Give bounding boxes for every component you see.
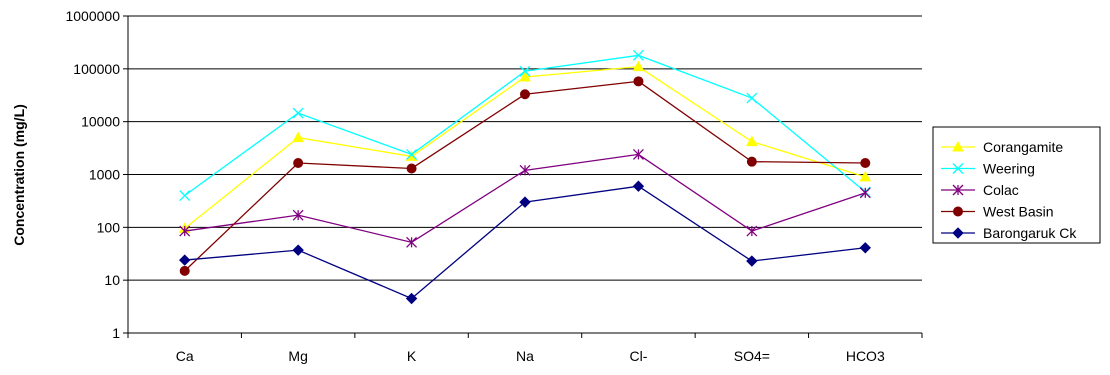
data-point-west-basin <box>406 163 417 174</box>
y-tick-label: 10 <box>104 272 120 288</box>
data-point-barongaruk-ck <box>405 292 418 305</box>
gridlines <box>128 15 922 281</box>
y-tick-label: 1000000 <box>65 8 120 24</box>
data-point-weering <box>632 49 644 61</box>
legend-item-west-basin: West Basin <box>941 204 1054 220</box>
data-point-corangamite <box>859 170 872 182</box>
legend-swatch-marker <box>952 140 964 152</box>
series-lines <box>178 49 872 305</box>
series-barongaruk-ck <box>179 180 871 305</box>
data-point-weering <box>519 65 531 77</box>
data-point-barongaruk-ck <box>519 196 531 208</box>
legend: Corangamite Weering Colac West Basin Baronga… <box>932 126 1101 244</box>
x-tick-label: K <box>407 348 417 364</box>
data-point-corangamite <box>519 70 531 82</box>
data-point-weering-stroke <box>406 148 418 160</box>
data-point-corangamite <box>632 60 645 72</box>
y-tick-label: 10000 <box>81 114 120 130</box>
data-point-weering-stroke <box>179 190 191 201</box>
x-tick-label: Ca <box>176 348 194 364</box>
data-point-weering <box>292 107 304 119</box>
y-axis-title: Concentration (mg/L) <box>11 104 27 246</box>
data-point-west-basin <box>633 76 644 87</box>
legend-label: Colac <box>983 182 1019 198</box>
legend-label: Corangamite <box>983 139 1063 155</box>
y-tick-label: 100 <box>97 219 121 235</box>
data-point-colac <box>292 209 304 221</box>
legend-swatch-marker <box>952 163 964 174</box>
data-point-colac <box>406 236 418 248</box>
series-west-basin <box>179 76 871 276</box>
series-line-west-basin <box>184 80 866 272</box>
axes: Concentration (mg/L) 1 10 100 1000 10000 1000… <box>11 8 923 364</box>
legend-item-corangamite: Corangamite <box>941 139 1063 155</box>
legend-label: Barongaruk Ck <box>983 225 1077 241</box>
data-point-weering <box>179 190 191 201</box>
data-point-barongaruk-ck <box>746 255 758 267</box>
data-point-colac <box>859 187 871 199</box>
y-tick-label: 1000 <box>89 167 120 183</box>
legend-label: Weering <box>983 161 1035 177</box>
data-point-west-basin <box>179 265 190 276</box>
series-corangamite <box>178 60 872 234</box>
data-point-west-basin <box>860 158 871 169</box>
x-tick-label: Mg <box>288 348 307 364</box>
data-point-weering <box>406 148 418 160</box>
data-point-colac <box>632 148 644 160</box>
data-point-west-basin <box>520 89 530 100</box>
data-point-corangamite <box>292 131 304 143</box>
data-point-weering-stroke <box>632 49 644 61</box>
data-point-corangamite <box>405 150 418 161</box>
data-point-barongaruk-ck <box>859 242 871 254</box>
data-point-colac <box>519 164 531 176</box>
legend-swatch-marker <box>952 184 964 196</box>
legend-item-weering: Weering <box>941 161 1035 177</box>
y-tick-label: 1 <box>112 325 120 341</box>
legend-swatch-marker <box>953 206 963 217</box>
legend-item-colac: Colac <box>941 182 1019 198</box>
x-tick-label: SO4= <box>734 348 770 364</box>
x-tick-label: Na <box>516 348 534 364</box>
data-point-colac <box>746 225 758 237</box>
data-point-colac <box>179 225 191 237</box>
data-point-barongaruk-ck <box>632 180 645 192</box>
series-weering <box>179 49 871 201</box>
data-point-weering-stroke <box>746 92 758 104</box>
legend-label: West Basin <box>983 204 1054 220</box>
data-point-barongaruk-ck <box>179 254 191 266</box>
data-point-weering <box>746 92 758 104</box>
data-point-weering-stroke <box>292 107 304 119</box>
data-point-west-basin <box>293 158 304 169</box>
y-tick-label: 100000 <box>73 61 120 77</box>
legend-swatch-marker-stroke <box>952 163 964 174</box>
x-tick-label: Cl- <box>629 348 647 364</box>
data-point-barongaruk-ck <box>292 244 304 256</box>
data-point-weering-stroke <box>519 65 531 77</box>
series-colac <box>179 148 871 248</box>
data-point-corangamite <box>746 135 758 147</box>
data-point-west-basin <box>746 156 757 167</box>
x-tick-label: HCO3 <box>846 348 885 364</box>
legend-swatch-marker <box>952 227 964 239</box>
legend-item-barongaruk-ck: Barongaruk Ck <box>941 225 1077 241</box>
